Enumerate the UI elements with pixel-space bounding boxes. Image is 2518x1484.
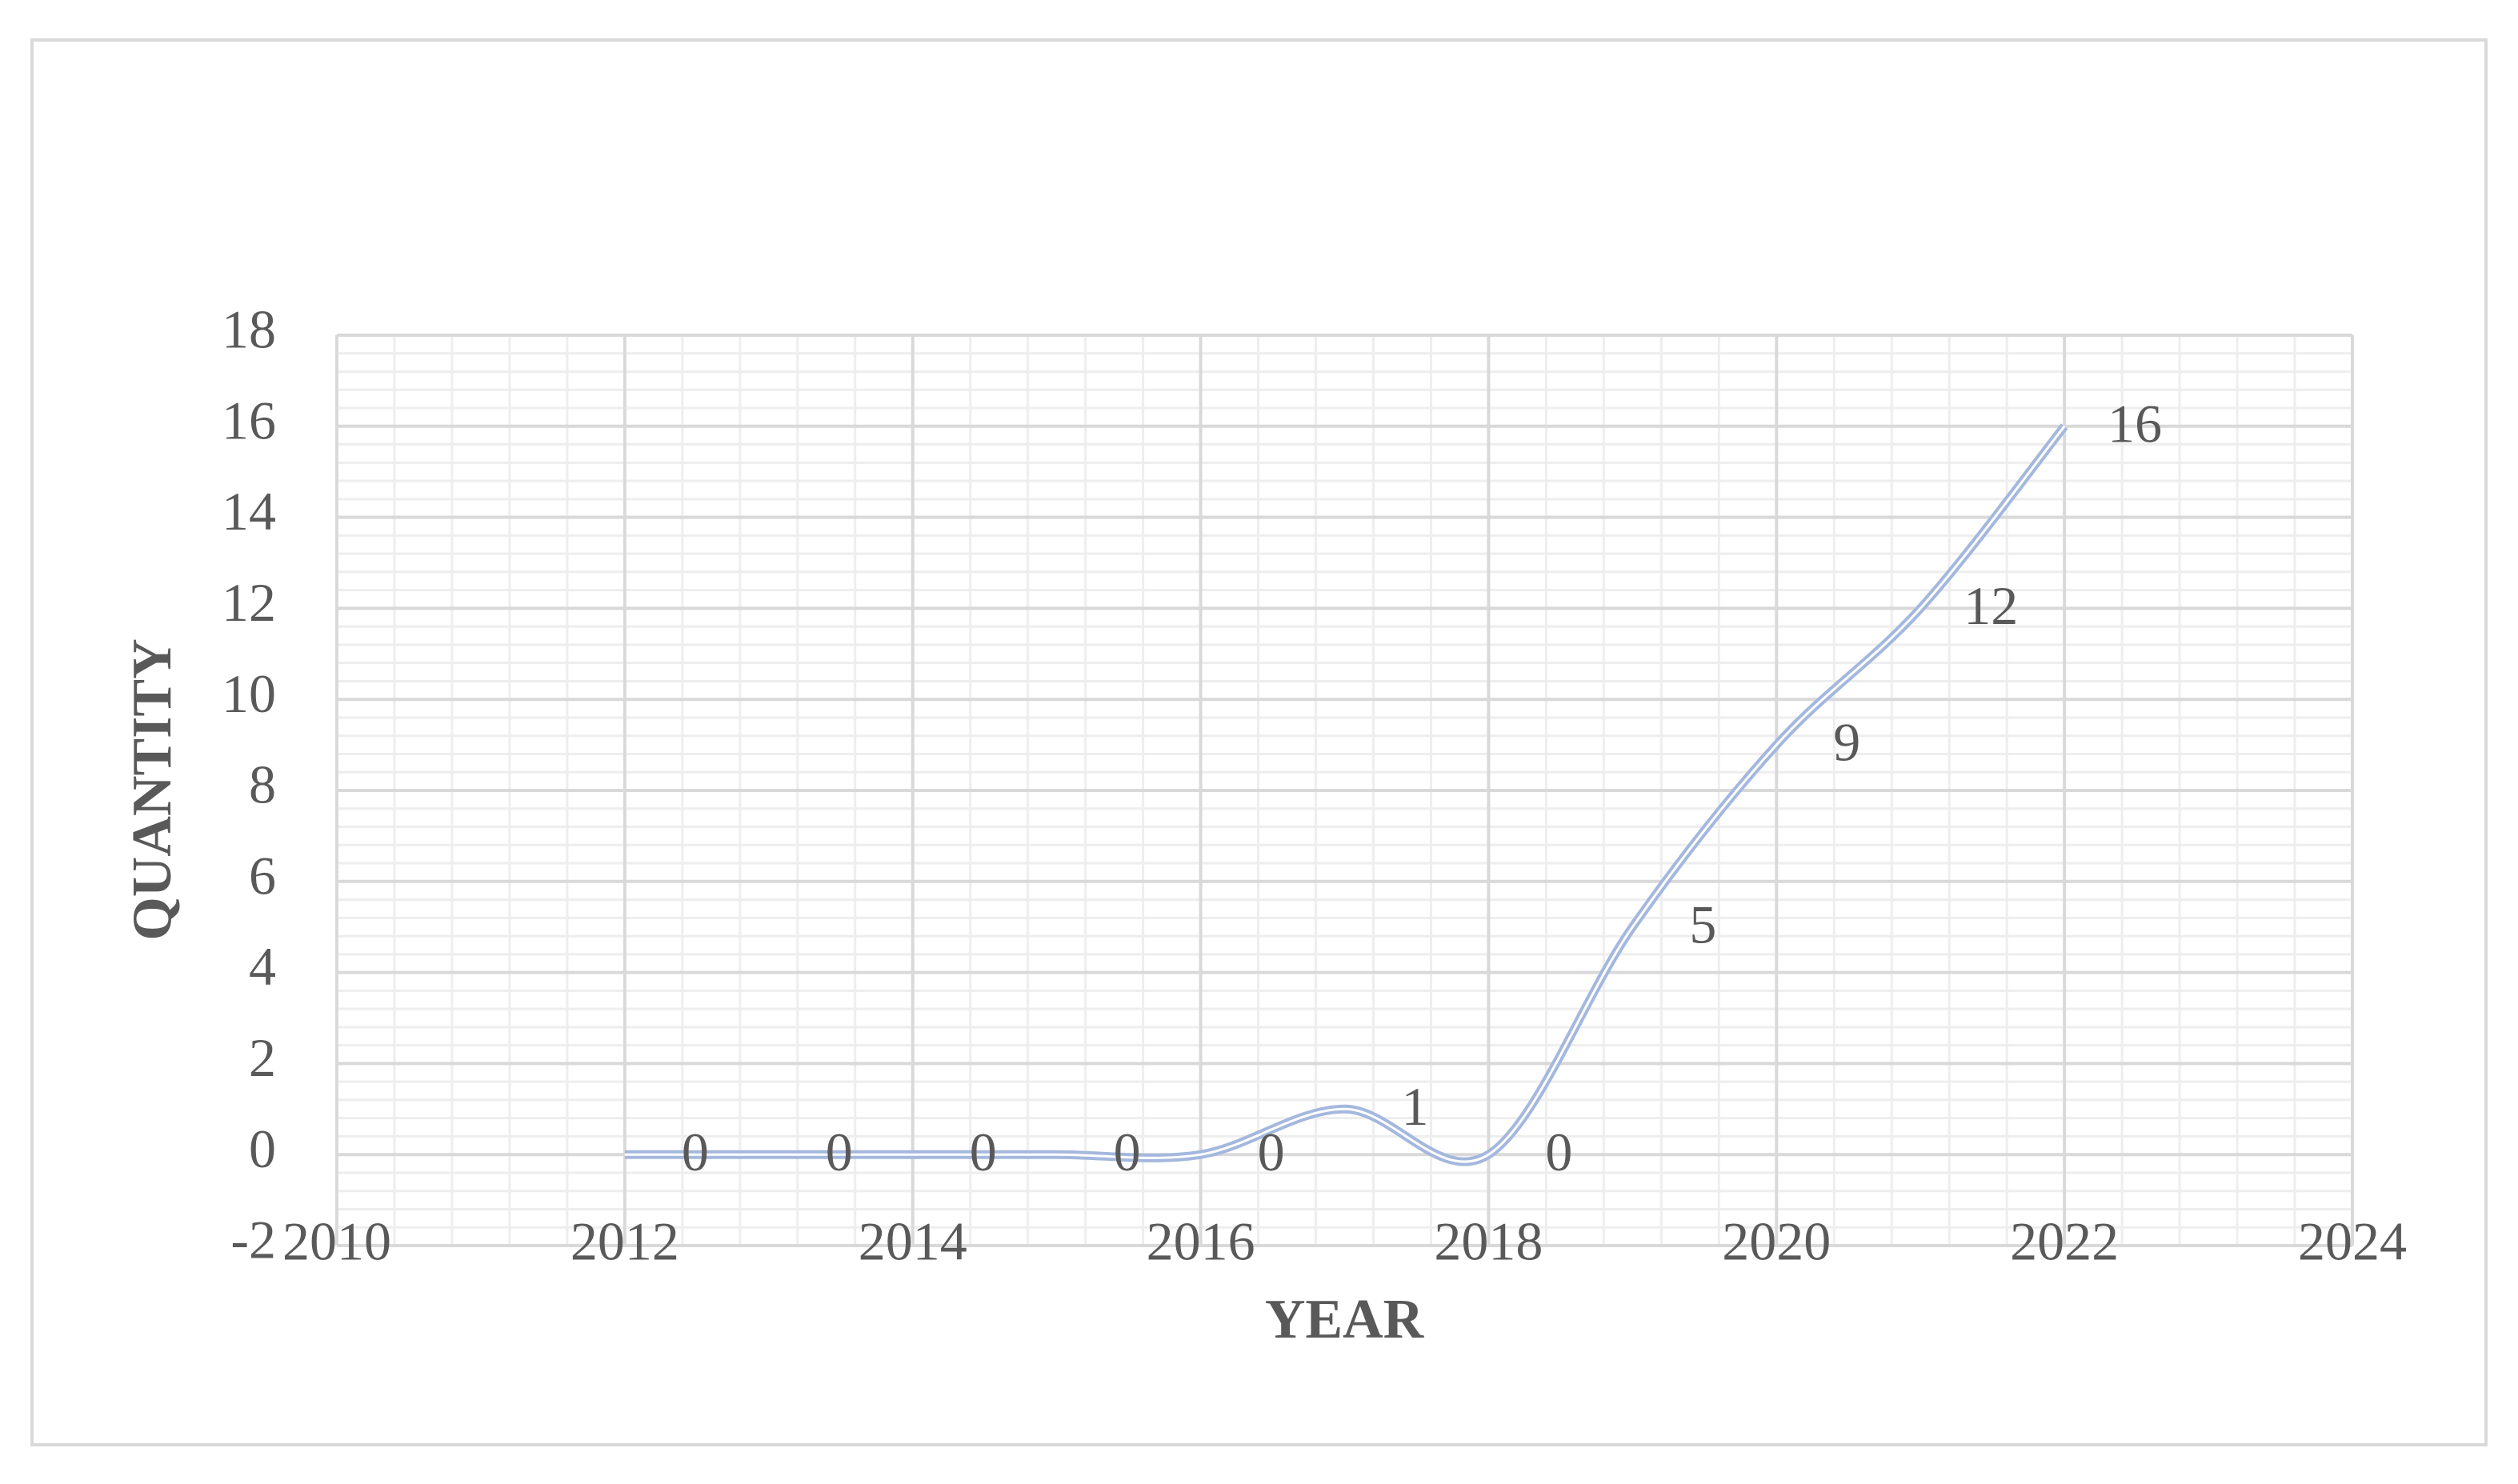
data-label: 16 (2108, 393, 2162, 454)
y-tick-label: 14 (222, 481, 276, 542)
y-tick-label: 2 (249, 1027, 276, 1088)
y-tick-label: 8 (249, 754, 276, 815)
y-tick-label: 16 (222, 390, 276, 450)
y-tick-label: 6 (249, 845, 276, 906)
x-tick-label: 2016 (1147, 1211, 1255, 1272)
y-tick-label: 18 (222, 299, 276, 360)
y-tick-label: 0 (249, 1118, 276, 1179)
data-label: 0 (826, 1122, 853, 1182)
data-label: 0 (970, 1122, 997, 1182)
x-tick-label: 2024 (2298, 1211, 2407, 1272)
x-tick-label: 2012 (570, 1211, 679, 1272)
x-tick-label: 2020 (1722, 1211, 1831, 1272)
x-tick-label: 2022 (2010, 1211, 2119, 1272)
data-label: 0 (1114, 1122, 1141, 1182)
x-tick-label: 2014 (859, 1211, 967, 1272)
data-label: 5 (1689, 894, 1716, 954)
y-tick-label: -2 (230, 1210, 276, 1270)
y-tick-label: 4 (249, 936, 276, 997)
x-tick-label: 2018 (1434, 1211, 1543, 1272)
x-axis-title: YEAR (1265, 1289, 1425, 1350)
data-label: 0 (682, 1122, 709, 1182)
data-label: 9 (1833, 712, 1860, 773)
data-label: 1 (1402, 1076, 1429, 1137)
data-label: 0 (1545, 1122, 1572, 1182)
y-tick-label: 12 (222, 572, 276, 633)
data-label: 0 (1258, 1122, 1285, 1182)
y-axis-title: QUANTITY (122, 638, 183, 940)
data-line-inner (624, 425, 2066, 1163)
x-tick-label: 2010 (282, 1211, 391, 1272)
y-tick-label: 10 (222, 663, 276, 724)
data-label: 12 (1964, 575, 2018, 636)
